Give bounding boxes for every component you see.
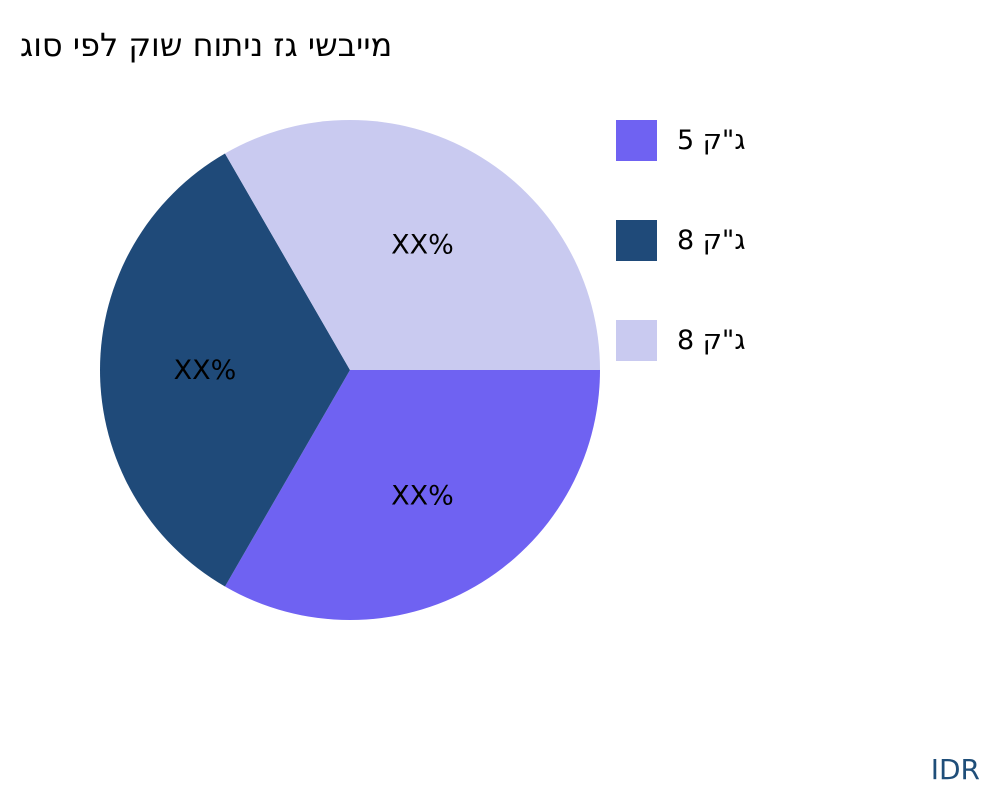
slice-data-label: XX% [391, 481, 454, 512]
brand-watermark: IDR [930, 753, 980, 786]
legend-label: 8 ק"ג [677, 224, 746, 256]
pie-slice [225, 119, 600, 370]
pie-slice [225, 370, 600, 620]
legend-label: 5 ק"ג [677, 124, 746, 156]
legend-swatch [616, 319, 657, 361]
legend-item: 8 ק"ג [616, 319, 746, 361]
slice-data-label: XX% [174, 355, 237, 386]
slice-data-label: XX% [391, 229, 454, 260]
chart-title: גוס יפל קוש חותינ זג ישביימ [20, 26, 393, 64]
legend-swatch [616, 219, 657, 261]
legend-swatch [616, 119, 657, 161]
legend-label: 8 ק"ג [677, 324, 746, 356]
legend-item: 5 ק"ג [616, 119, 746, 161]
legend-item: 8 ק"ג [616, 219, 746, 261]
